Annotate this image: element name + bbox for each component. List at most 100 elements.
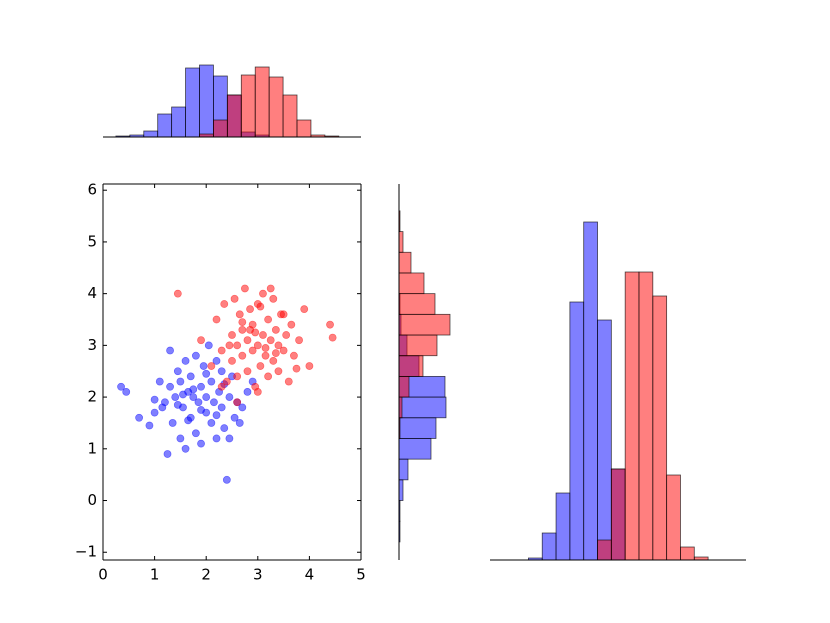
hist-bar xyxy=(213,119,228,138)
point xyxy=(225,393,234,401)
point xyxy=(243,367,252,376)
y-tick-label: 1 xyxy=(87,439,97,457)
hist-bar xyxy=(282,94,298,138)
hist-bar xyxy=(597,539,612,561)
point xyxy=(235,419,244,427)
point xyxy=(191,429,200,438)
point xyxy=(197,336,205,345)
point xyxy=(181,356,190,365)
point xyxy=(207,377,216,386)
point xyxy=(279,346,288,355)
hist-bar xyxy=(597,319,612,561)
point xyxy=(253,388,262,396)
point xyxy=(284,377,293,386)
point xyxy=(212,315,221,324)
point xyxy=(233,398,242,407)
hist-bar xyxy=(240,74,256,138)
point xyxy=(271,349,280,358)
point xyxy=(233,372,242,381)
point xyxy=(259,289,267,298)
hist-bar xyxy=(555,492,571,561)
point xyxy=(238,325,247,334)
point xyxy=(300,305,309,314)
hist-bar xyxy=(398,417,437,439)
point xyxy=(228,331,236,339)
point xyxy=(233,341,242,350)
point xyxy=(166,382,174,391)
point xyxy=(256,362,265,370)
point xyxy=(287,320,296,329)
point xyxy=(243,388,252,396)
hist-bar xyxy=(666,474,681,561)
point xyxy=(266,284,275,293)
point xyxy=(225,434,234,443)
y-tick-label: 4 xyxy=(87,284,97,302)
point xyxy=(158,403,167,412)
point xyxy=(222,377,231,386)
point xyxy=(238,351,247,360)
point xyxy=(246,305,254,314)
y-tick-label: −1 xyxy=(75,543,97,561)
point xyxy=(176,377,185,386)
point xyxy=(117,382,125,391)
point xyxy=(264,372,273,381)
hist-bar xyxy=(569,301,585,561)
point xyxy=(204,341,213,350)
point xyxy=(173,400,182,409)
point xyxy=(145,421,154,430)
point xyxy=(186,372,195,381)
hist-bar xyxy=(652,295,668,561)
point xyxy=(228,356,236,365)
point xyxy=(217,346,226,355)
point xyxy=(191,351,200,360)
point xyxy=(243,336,252,345)
point xyxy=(197,406,205,414)
point xyxy=(295,336,303,345)
point xyxy=(305,362,314,370)
point xyxy=(248,346,257,355)
point xyxy=(197,439,205,448)
point xyxy=(122,388,131,396)
x-tick-label: 4 xyxy=(305,566,315,584)
y-tick-label: 2 xyxy=(87,388,97,406)
point xyxy=(166,346,174,355)
point xyxy=(202,393,211,401)
point xyxy=(238,318,247,326)
point xyxy=(207,362,216,370)
hist-bar xyxy=(398,272,425,295)
point xyxy=(189,393,198,401)
point xyxy=(253,341,262,350)
point xyxy=(266,336,275,345)
hist-bar xyxy=(398,375,410,398)
hist-bar xyxy=(254,66,270,138)
point xyxy=(220,424,229,433)
point xyxy=(184,416,193,425)
hist-bar xyxy=(398,334,438,357)
hist-bar xyxy=(268,76,284,138)
point xyxy=(179,390,187,399)
point xyxy=(197,382,205,391)
point xyxy=(194,398,203,407)
point xyxy=(155,377,164,386)
point xyxy=(163,450,172,458)
point xyxy=(189,385,198,394)
hist-bar xyxy=(398,458,409,481)
hist-bar xyxy=(610,468,626,561)
point xyxy=(238,403,247,412)
hist-bar xyxy=(226,94,242,138)
hist-bar xyxy=(199,64,214,138)
hist-bar xyxy=(185,67,200,138)
x-tick-label: 2 xyxy=(201,566,211,584)
point xyxy=(225,341,234,350)
hist-bar xyxy=(583,221,598,561)
y-tick-label: 0 xyxy=(87,491,97,509)
x-tick-label: 5 xyxy=(356,566,366,584)
point xyxy=(230,413,239,422)
hist-bar xyxy=(398,251,412,274)
point xyxy=(235,310,244,319)
hist-bar xyxy=(398,355,424,377)
point xyxy=(264,315,273,324)
point xyxy=(222,475,231,484)
point xyxy=(171,393,180,401)
